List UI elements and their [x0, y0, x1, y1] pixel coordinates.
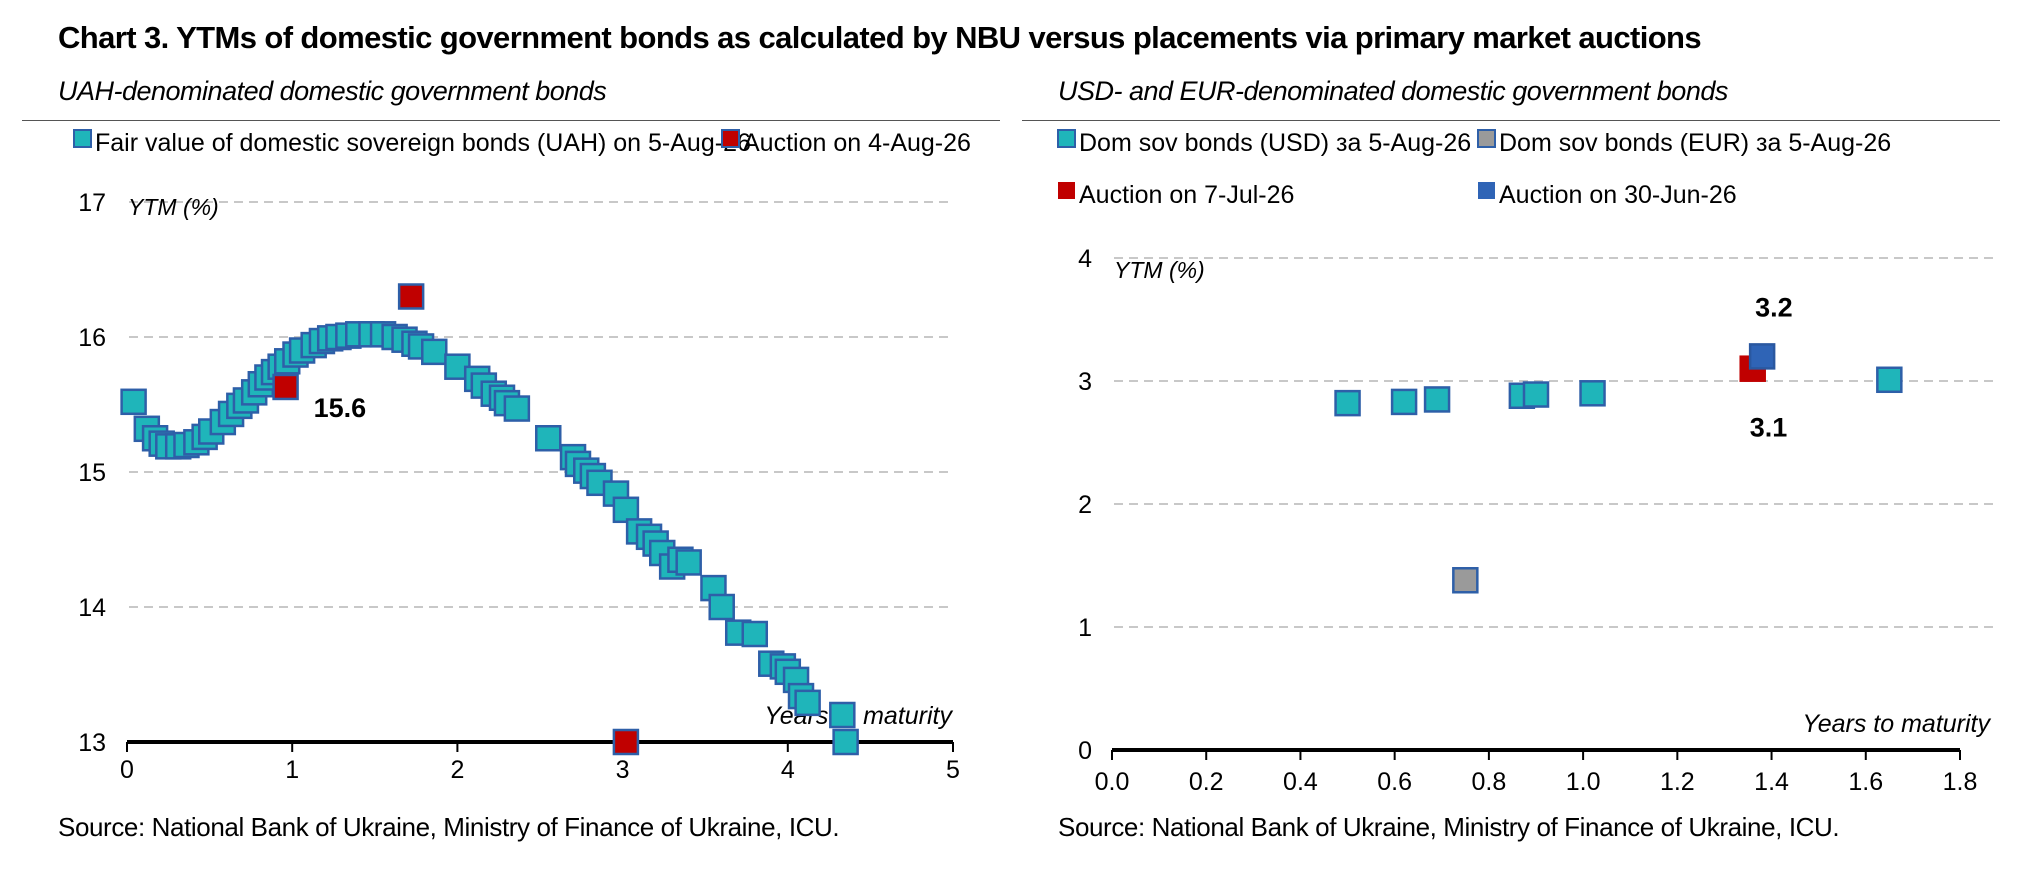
left-legend-marker	[73, 129, 92, 148]
chart-title: Chart 3. YTMs of domestic government bon…	[58, 20, 1702, 55]
right-x-tick-label: 1.4	[1754, 768, 1789, 796]
left-data-point	[794, 689, 821, 717]
left-legend-label: Fair value of domestic sovereign bonds (…	[95, 129, 751, 157]
right-legend-label: Dom sov bonds (EUR) за 5-Aug-26	[1499, 129, 1891, 157]
right-x-tick-label: 1.8	[1943, 768, 1978, 796]
right-x-tick-label: 1.0	[1566, 768, 1601, 796]
left-data-point	[397, 283, 425, 310]
right-legend-label: Dom sov bonds (USD) за 5-Aug-26	[1079, 129, 1471, 157]
left-x-tick-label: 3	[616, 756, 630, 784]
right-x-tick-label: 1.2	[1660, 768, 1695, 796]
left-legend-marker	[721, 129, 740, 148]
left-data-point	[741, 620, 769, 648]
left-data-point	[829, 701, 856, 729]
left-data-point	[535, 425, 562, 452]
left-x-tick-label: 0	[120, 756, 134, 784]
left-y-tick-label: 17	[78, 189, 106, 217]
left-x-tick-label: 5	[946, 756, 960, 784]
left-legend-label: Auction on 4-Aug-26	[743, 129, 971, 157]
right-x-tick-label: 0.8	[1472, 768, 1507, 796]
right-x-tick-label: 0.0	[1095, 768, 1130, 796]
right-y-tick-label: 3	[1078, 368, 1092, 396]
right-legend-marker	[1477, 129, 1496, 148]
right-panel-rule	[1022, 120, 2000, 121]
left-panel-rule	[22, 120, 1000, 121]
left-panel-title: UAH-denominated domestic government bond…	[58, 76, 607, 106]
left-data-label: 15.6	[314, 393, 367, 423]
right-y-tick-label: 1	[1078, 614, 1092, 642]
right-x-tick-label: 0.4	[1283, 768, 1318, 796]
right-y-axis-label: YTM (%)	[1114, 257, 1205, 283]
left-y-axis-label: YTM (%)	[128, 194, 219, 220]
right-data-point	[1334, 389, 1361, 417]
left-y-tick-label: 14	[78, 594, 106, 622]
left-y-tick-label: 15	[78, 459, 106, 487]
right-legend-label: Auction on 7-Jul-26	[1079, 181, 1294, 209]
right-x-tick-label: 1.6	[1848, 768, 1883, 796]
left-data-point	[708, 593, 735, 621]
right-data-point	[1522, 381, 1550, 408]
left-data-point	[503, 395, 531, 422]
left-y-tick-label: 16	[78, 324, 106, 352]
right-panel-title: USD- and EUR-denominated domestic govern…	[1058, 76, 1728, 106]
left-x-tick-label: 1	[285, 756, 299, 784]
right-y-tick-label: 4	[1078, 245, 1092, 273]
left-data-point	[675, 549, 702, 576]
right-legend-marker	[1057, 129, 1076, 148]
right-x-tick-label: 0.2	[1189, 768, 1224, 796]
right-data-point	[1748, 343, 1776, 370]
right-data-point	[1452, 567, 1479, 594]
right-data-label: 3.2	[1755, 292, 1793, 322]
left-data-point	[612, 728, 640, 756]
right-legend-marker	[1058, 182, 1075, 199]
right-data-label: 3.1	[1750, 413, 1788, 443]
left-x-tick-label: 4	[781, 756, 795, 784]
right-legend-label: Auction on 30-Jun-26	[1499, 181, 1737, 209]
right-y-tick-label: 0	[1078, 737, 1092, 765]
right-data-point	[1423, 386, 1451, 413]
left-data-point	[272, 373, 299, 401]
right-source-note: Source: National Bank of Ukraine, Minist…	[1058, 812, 1840, 842]
right-x-axis-label: Years to maturity	[1802, 710, 1991, 738]
left-data-point	[421, 338, 448, 366]
right-data-point	[1579, 380, 1606, 407]
right-data-point	[1876, 366, 1903, 394]
left-source-note: Source: National Bank of Ukraine, Minist…	[58, 812, 840, 842]
right-data-point	[1390, 388, 1418, 416]
left-data-point	[832, 728, 859, 756]
left-y-tick-label: 13	[78, 729, 106, 757]
right-x-tick-label: 0.6	[1377, 768, 1412, 796]
right-y-tick-label: 2	[1078, 491, 1092, 519]
left-data-point	[120, 388, 147, 416]
left-x-tick-label: 2	[450, 756, 464, 784]
right-legend-marker	[1478, 182, 1495, 199]
